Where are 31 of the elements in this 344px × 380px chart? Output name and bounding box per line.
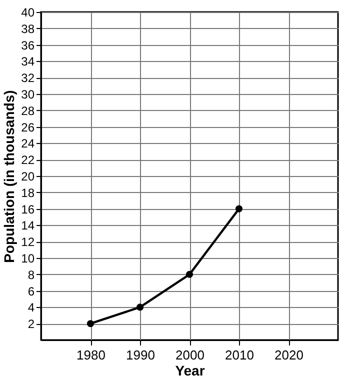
y-tick-label: 2	[28, 317, 35, 332]
y-tick-label: 4	[28, 300, 35, 315]
y-tick-label: 16	[21, 202, 35, 216]
y-tick-label: 12	[21, 235, 35, 250]
y-tick-label: 14	[21, 218, 35, 233]
x-tick-label: 2010	[225, 348, 254, 362]
y-tick-label: 40	[21, 6, 35, 20]
y-tick-label: 18	[21, 186, 35, 200]
y-tick-label: 8	[28, 268, 35, 282]
y-tick-label: 10	[21, 252, 35, 266]
y-tick-label: 36	[21, 38, 35, 52]
y-tick-label: 30	[21, 88, 35, 102]
x-tick-label: 1990	[126, 348, 155, 362]
point	[86, 320, 94, 328]
x-tick-label: 1980	[76, 348, 106, 362]
point	[136, 304, 144, 311]
point	[186, 270, 194, 278]
y-tick-label: 22	[21, 153, 35, 168]
y-tick-label: 32	[21, 71, 35, 86]
point	[235, 205, 243, 212]
y-tick-label: 38	[21, 22, 35, 36]
x-tick-label: 2020	[274, 348, 304, 362]
y-tick-label: 20	[21, 170, 35, 184]
y-tick-label: 34	[21, 54, 35, 69]
y-tick-label: 28	[21, 104, 35, 118]
x-tick-label: 2000	[176, 348, 204, 362]
y-axis-title: Population (in thousands)	[1, 90, 18, 263]
x-axis-title: Year	[175, 362, 206, 378]
y-tick-label: 24	[21, 136, 35, 151]
y-tick-label: 6	[28, 284, 35, 298]
y-tick-label: 26	[21, 120, 35, 134]
